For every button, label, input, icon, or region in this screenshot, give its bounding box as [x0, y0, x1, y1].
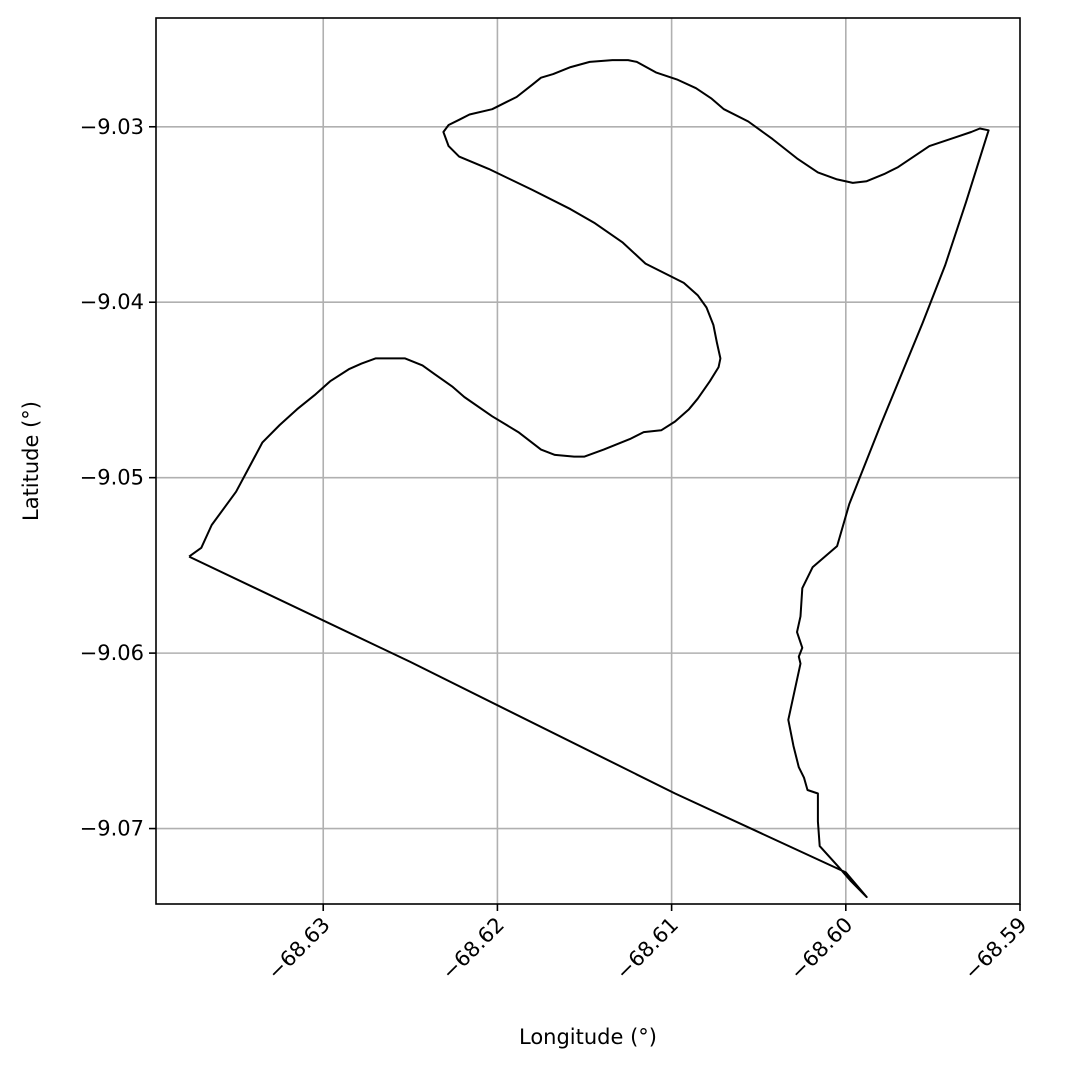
y-axis-ticks: −9.03 −9.04 −9.05 −9.06 −9.07 [80, 115, 156, 841]
plot-frame [155, 17, 1021, 905]
boundary-line [188, 59, 990, 898]
y-tick-label: −9.05 [80, 466, 144, 490]
y-tick-label: −9.04 [80, 290, 144, 314]
x-tick-label: −68.63 [263, 913, 335, 985]
x-tick-label: −68.61 [611, 913, 683, 985]
y-axis-label: Latitude (°) [19, 401, 43, 521]
x-axis-ticks: −68.63 −68.62 −68.61 −68.60 −68.59 [263, 904, 1032, 984]
x-tick-label: −68.60 [785, 913, 857, 985]
x-axis-label: Longitude (°) [519, 1025, 657, 1049]
x-tick-label: −68.62 [437, 913, 509, 985]
y-tick-label: −9.07 [80, 817, 144, 841]
y-tick-label: −9.03 [80, 115, 144, 139]
x-tick-label: −68.59 [960, 913, 1032, 985]
grid-lines [156, 18, 1020, 904]
y-tick-label: −9.06 [80, 641, 144, 665]
